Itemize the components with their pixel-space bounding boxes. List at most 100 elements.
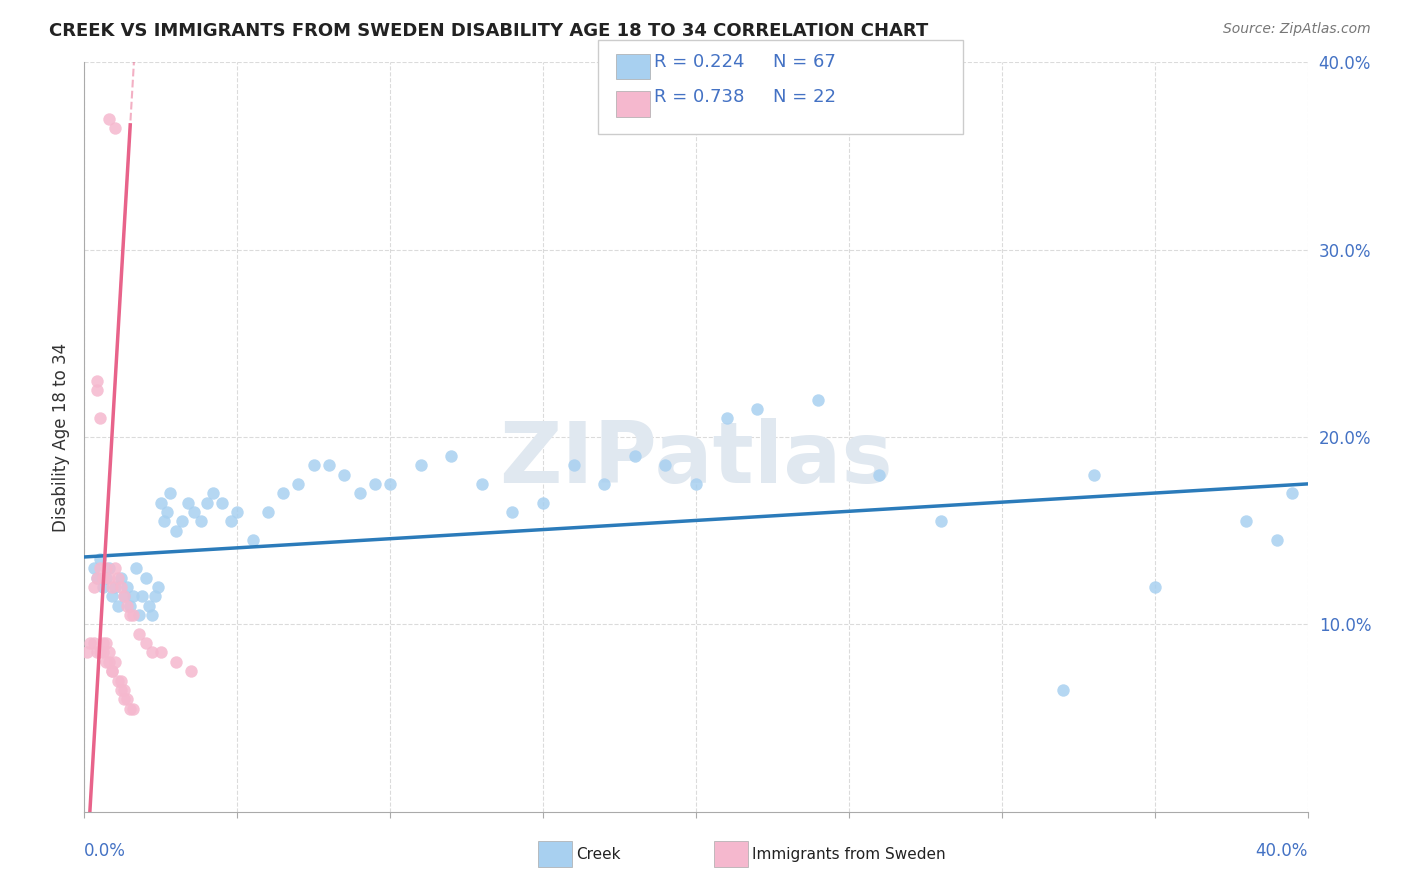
Point bbox=[409, 458, 432, 473]
Point bbox=[110, 580, 132, 594]
Point bbox=[94, 571, 117, 585]
Point bbox=[138, 599, 160, 613]
Point bbox=[190, 514, 212, 528]
Point bbox=[141, 646, 163, 660]
Point bbox=[89, 646, 111, 660]
Point bbox=[115, 599, 138, 613]
Text: CREEK VS IMMIGRANTS FROM SWEDEN DISABILITY AGE 18 TO 34 CORRELATION CHART: CREEK VS IMMIGRANTS FROM SWEDEN DISABILI… bbox=[49, 22, 928, 40]
Point bbox=[120, 701, 142, 715]
Point bbox=[91, 646, 114, 660]
Point bbox=[380, 476, 402, 491]
Point bbox=[97, 561, 120, 575]
Point bbox=[83, 636, 105, 650]
Point bbox=[440, 449, 463, 463]
Point bbox=[242, 533, 264, 547]
Point bbox=[364, 476, 387, 491]
Point bbox=[110, 683, 132, 698]
Point bbox=[165, 655, 187, 669]
Point bbox=[101, 664, 124, 679]
Point bbox=[593, 476, 616, 491]
Point bbox=[110, 673, 132, 688]
Point bbox=[97, 655, 120, 669]
Point bbox=[86, 571, 108, 585]
Point bbox=[146, 580, 169, 594]
Point bbox=[1265, 533, 1288, 547]
Point bbox=[89, 411, 111, 425]
Point bbox=[135, 636, 157, 650]
Point bbox=[195, 496, 218, 510]
Point bbox=[97, 571, 120, 585]
Point bbox=[104, 580, 127, 594]
Point bbox=[83, 561, 105, 575]
Point bbox=[128, 608, 150, 623]
Point bbox=[86, 646, 108, 660]
Point bbox=[156, 505, 179, 519]
Point bbox=[287, 476, 309, 491]
Point bbox=[471, 476, 494, 491]
Point bbox=[83, 580, 105, 594]
Point bbox=[318, 458, 340, 473]
Text: Source: ZipAtlas.com: Source: ZipAtlas.com bbox=[1223, 22, 1371, 37]
Point bbox=[94, 655, 117, 669]
Point bbox=[149, 646, 172, 660]
Point bbox=[101, 590, 124, 604]
Point bbox=[110, 571, 132, 585]
Point bbox=[91, 580, 114, 594]
Text: 0.0%: 0.0% bbox=[84, 842, 127, 860]
Text: R = 0.738: R = 0.738 bbox=[654, 88, 744, 106]
Point bbox=[101, 664, 124, 679]
Point bbox=[211, 496, 233, 510]
Point bbox=[107, 571, 129, 585]
Point bbox=[201, 486, 224, 500]
Point bbox=[120, 599, 142, 613]
Text: R = 0.224: R = 0.224 bbox=[654, 53, 744, 70]
Point bbox=[104, 561, 127, 575]
Point bbox=[76, 646, 98, 660]
Point bbox=[153, 514, 176, 528]
Point bbox=[91, 571, 114, 585]
Point bbox=[86, 384, 108, 398]
Point bbox=[112, 692, 135, 706]
Point bbox=[112, 683, 135, 698]
Point bbox=[869, 467, 891, 482]
Point bbox=[97, 646, 120, 660]
Point bbox=[502, 505, 524, 519]
Y-axis label: Disability Age 18 to 34: Disability Age 18 to 34 bbox=[52, 343, 70, 532]
Point bbox=[180, 664, 202, 679]
Point bbox=[562, 458, 585, 473]
Point bbox=[302, 458, 325, 473]
Point bbox=[257, 505, 280, 519]
Point bbox=[143, 590, 166, 604]
Point bbox=[141, 608, 163, 623]
Point bbox=[531, 496, 554, 510]
Point bbox=[183, 505, 205, 519]
Point bbox=[654, 458, 676, 473]
Point bbox=[716, 411, 738, 425]
Point bbox=[159, 486, 181, 500]
Point bbox=[112, 590, 135, 604]
Point bbox=[349, 486, 371, 500]
Text: Creek: Creek bbox=[576, 847, 621, 862]
Point bbox=[107, 599, 129, 613]
Text: 40.0%: 40.0% bbox=[1256, 842, 1308, 860]
Point bbox=[128, 626, 150, 640]
Point bbox=[94, 636, 117, 650]
Point bbox=[177, 496, 200, 510]
Point bbox=[1083, 467, 1105, 482]
Point bbox=[1236, 514, 1258, 528]
Text: N = 22: N = 22 bbox=[773, 88, 837, 106]
Point bbox=[624, 449, 647, 463]
Point bbox=[101, 580, 124, 594]
Point bbox=[104, 120, 127, 135]
Point bbox=[79, 636, 101, 650]
Point bbox=[807, 392, 830, 407]
Point bbox=[89, 561, 111, 575]
Point bbox=[115, 580, 138, 594]
Point bbox=[120, 608, 142, 623]
Point bbox=[89, 551, 111, 566]
Point bbox=[86, 571, 108, 585]
Point bbox=[685, 476, 707, 491]
Point bbox=[122, 590, 145, 604]
Point bbox=[91, 636, 114, 650]
Text: ZIPatlas: ZIPatlas bbox=[499, 418, 893, 501]
